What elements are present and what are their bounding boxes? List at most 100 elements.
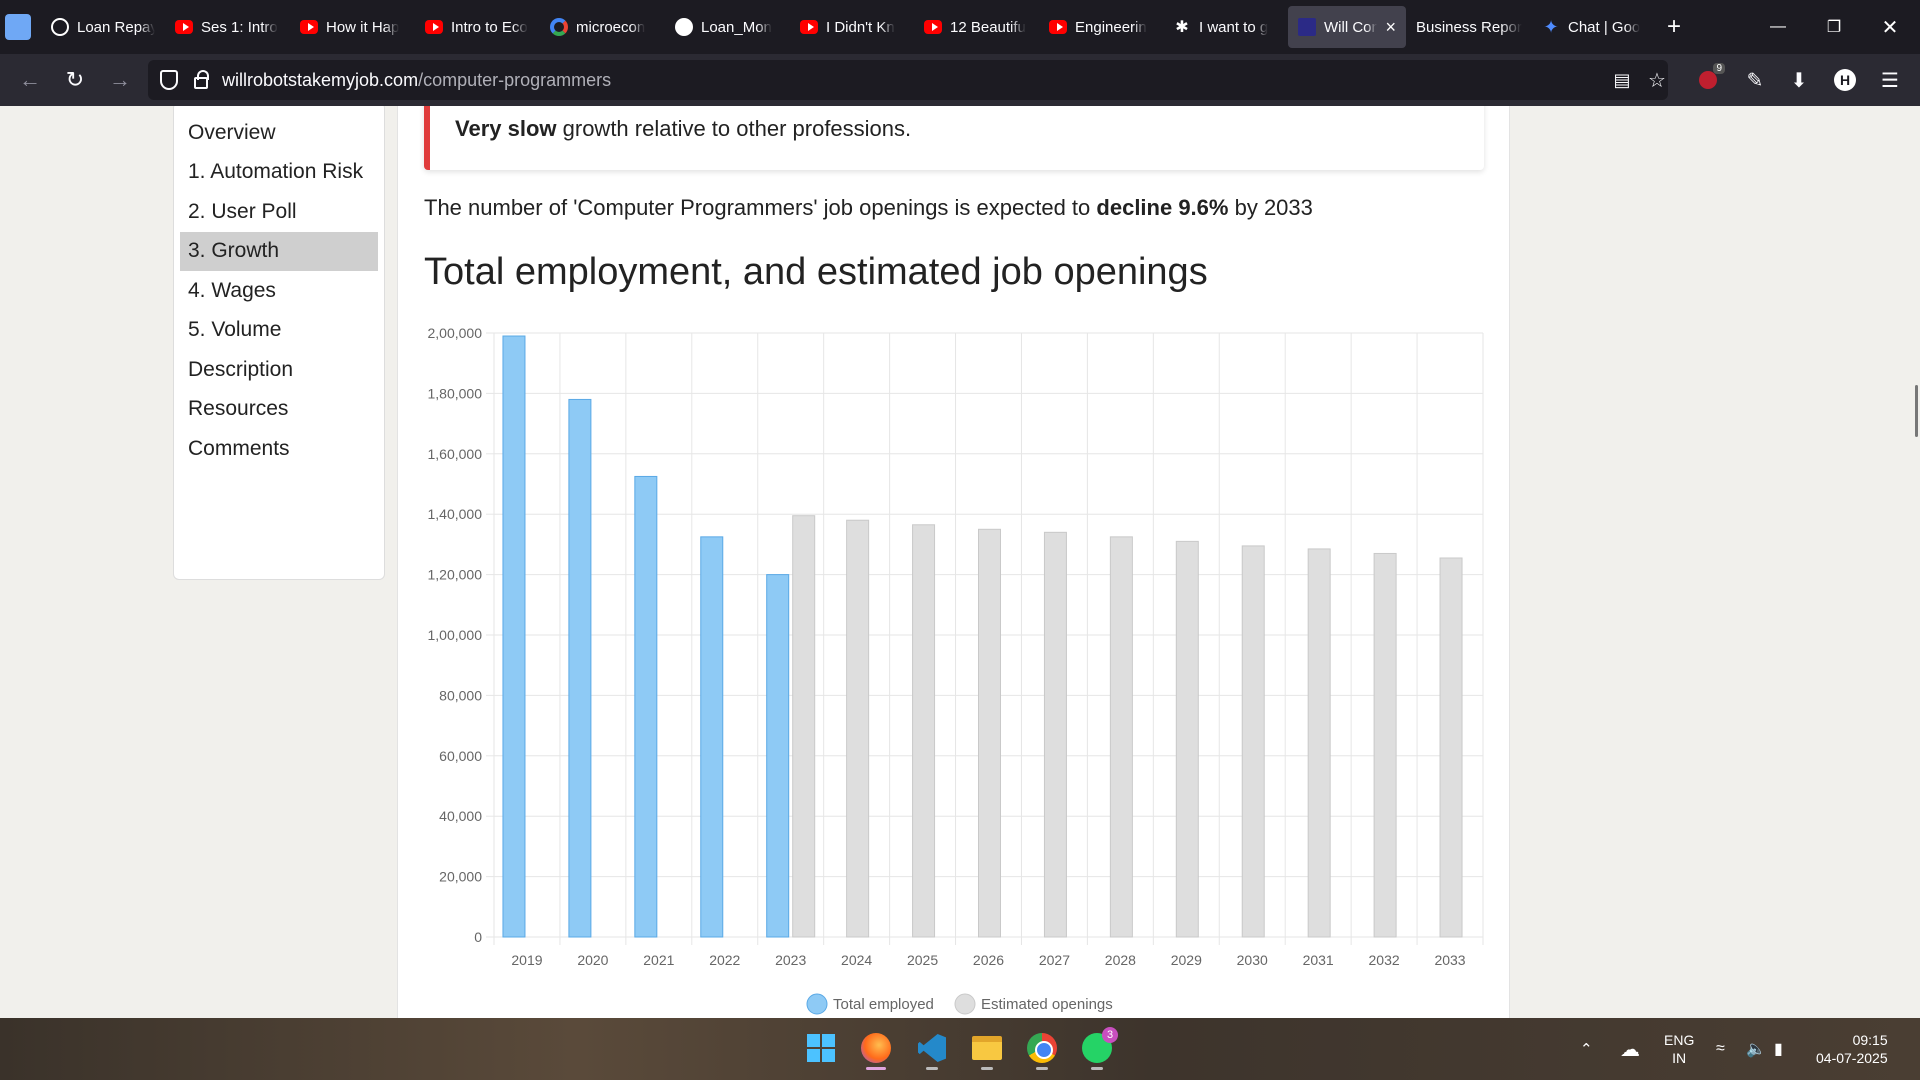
tab-label: Business Repor [1416,18,1522,36]
employed-bar[interactable] [634,475,658,938]
x-tick-label: 2020 [577,952,608,968]
tab-10[interactable]: Will Con × [1288,6,1406,48]
menu-icon[interactable]: ☰ [1881,69,1899,92]
page-scrollbar[interactable] [1915,385,1918,437]
tab-4[interactable]: microecon [540,6,665,48]
openings-bar[interactable] [1373,552,1397,938]
tab-5[interactable]: Loan_Mon [665,6,790,48]
tab-7[interactable]: 12 Beautifu [914,6,1039,48]
section-nav-item[interactable]: 4. Wages [188,278,276,302]
whatsapp-icon: 3 [1082,1027,1118,1063]
tab-strip: Loan Repay Ses 1: Intro How it Hap Intro to… [0,0,1920,54]
openings-bar[interactable] [1109,536,1133,938]
forward-button[interactable]: → [109,67,131,92]
firefox-taskbar-button[interactable] [856,1028,896,1070]
openings-bar[interactable] [846,519,870,938]
openings-bar[interactable] [1241,545,1265,938]
tab-0[interactable]: Loan Repay [41,6,165,48]
taskbar: 3 ⌃ ☁ ENG IN ≈ 🔈 ▮ 09:15 04-07-2025 [0,1018,1920,1080]
x-tick-label: 2033 [1434,952,1465,968]
close-tab-icon[interactable]: × [1385,16,1396,37]
folder-icon [972,1036,1002,1060]
tab-label: Engineerin [1075,18,1147,36]
profile-avatar[interactable]: H [1823,54,1867,106]
section-nav-item[interactable]: 1. Automation Risk [188,160,364,184]
employed-bar[interactable] [502,335,526,938]
legend-label[interactable]: Total employed [833,996,934,1013]
volume-icon[interactable]: 🔈 [1746,1041,1766,1058]
extensions-icon[interactable]: ✎ [1746,69,1764,92]
reload-button[interactable]: ↻ [65,67,85,92]
section-nav-item[interactable]: Overview [188,120,276,144]
employed-bar[interactable] [568,398,592,938]
vscode-taskbar-button[interactable] [912,1028,952,1070]
legend-swatch[interactable] [806,993,828,1015]
reader-view-icon[interactable]: ▤ [1613,69,1631,90]
minimize-button[interactable]: — [1770,18,1786,35]
x-tick-label: 2029 [1171,952,1202,968]
start-button[interactable] [801,1028,841,1068]
openings-bar[interactable] [978,528,1001,938]
close-window-button[interactable]: ✕ [1881,16,1899,39]
tab-list: Loan Repay Ses 1: Intro How it Hap Intro to… [41,0,1654,54]
onedrive-icon[interactable]: ☁ [1620,1038,1640,1061]
address-bar[interactable]: willrobotstakemyjob.com/computer-program… [148,60,1668,100]
section-nav-item[interactable]: Comments [188,436,290,460]
tracking-protection-icon[interactable] [160,70,178,90]
openings-bar[interactable] [792,515,816,938]
y-tick-label: 2,00,000 [428,325,483,341]
show-hidden-icons-button[interactable]: ⌃ [1580,1041,1593,1058]
file-explorer-taskbar-button[interactable] [967,1028,1007,1070]
tab-overview-button[interactable] [5,14,31,40]
tab-label: Chat | Goo [1568,18,1641,36]
downloads-icon[interactable]: ⬇ [1790,69,1808,92]
tab-12[interactable]: ✦ Chat | Goo [1532,6,1654,48]
youtube-icon [924,18,942,36]
section-nav-item[interactable]: 5. Volume [188,318,282,342]
x-tick-label: 2031 [1303,952,1334,968]
url-text[interactable]: willrobotstakemyjob.com/computer-program… [222,69,612,90]
section-nav-item[interactable]: 3. Growth [180,231,378,271]
tab-label: Loan Repay [77,18,155,36]
section-nav-item[interactable]: Description [188,357,294,381]
tab-label: Intro to Eco [451,18,528,36]
navigation-toolbar: ← ↻ → willrobotstakemyjob.com/computer-p… [0,54,1920,106]
back-button[interactable]: ← [19,67,41,92]
employed-bar[interactable] [700,536,724,938]
clock[interactable]: 09:15 04-07-2025 [1816,1032,1888,1066]
bookmark-star-icon[interactable]: ☆ [1648,69,1666,92]
language-indicator[interactable]: ENG IN [1664,1032,1695,1066]
openings-bar[interactable] [1307,548,1331,938]
tab-label: microecon [576,18,646,36]
openings-bar[interactable] [1043,531,1067,938]
chrome-taskbar-button[interactable] [1022,1028,1062,1070]
lock-icon[interactable] [194,70,209,89]
restore-button[interactable]: ❐ [1826,19,1842,36]
x-tick-label: 2024 [841,952,872,968]
tab-9[interactable]: ✱ I want to g [1163,6,1288,48]
tab-6[interactable]: I Didn't Kn [790,6,914,48]
section-nav-item[interactable]: 2. User Poll [188,199,297,223]
ublock-extension-icon[interactable]: 9 [1686,54,1730,106]
new-tab-button[interactable]: + [1666,13,1681,40]
openings-bar[interactable] [1439,557,1463,938]
windows-icon [807,1034,835,1062]
section-nav-item[interactable]: Resources [188,397,289,421]
battery-icon[interactable]: ▮ [1774,1041,1783,1058]
openings-bar[interactable] [912,524,936,938]
legend-swatch[interactable] [954,993,976,1015]
y-tick-label: 20,000 [439,869,482,885]
x-tick-label: 2032 [1369,952,1400,968]
employed-bar[interactable] [766,574,790,938]
employment-chart: 0 20,000 40,000 60,000 80,000 1,00,000 1,20,00… [428,325,1484,1015]
openings-bar[interactable] [1175,540,1199,938]
whatsapp-taskbar-button[interactable]: 3 [1077,1027,1118,1070]
tab-11[interactable]: Business Repor [1406,6,1532,48]
tab-3[interactable]: Intro to Eco [415,6,540,48]
tab-8[interactable]: Engineerin [1039,6,1163,48]
tab-2[interactable]: How it Hap [290,6,415,48]
wifi-icon[interactable]: ≈ [1716,1040,1725,1057]
legend-label[interactable]: Estimated openings [981,996,1113,1013]
tab-1[interactable]: Ses 1: Intro [165,6,290,48]
x-tick-label: 2025 [907,952,938,968]
